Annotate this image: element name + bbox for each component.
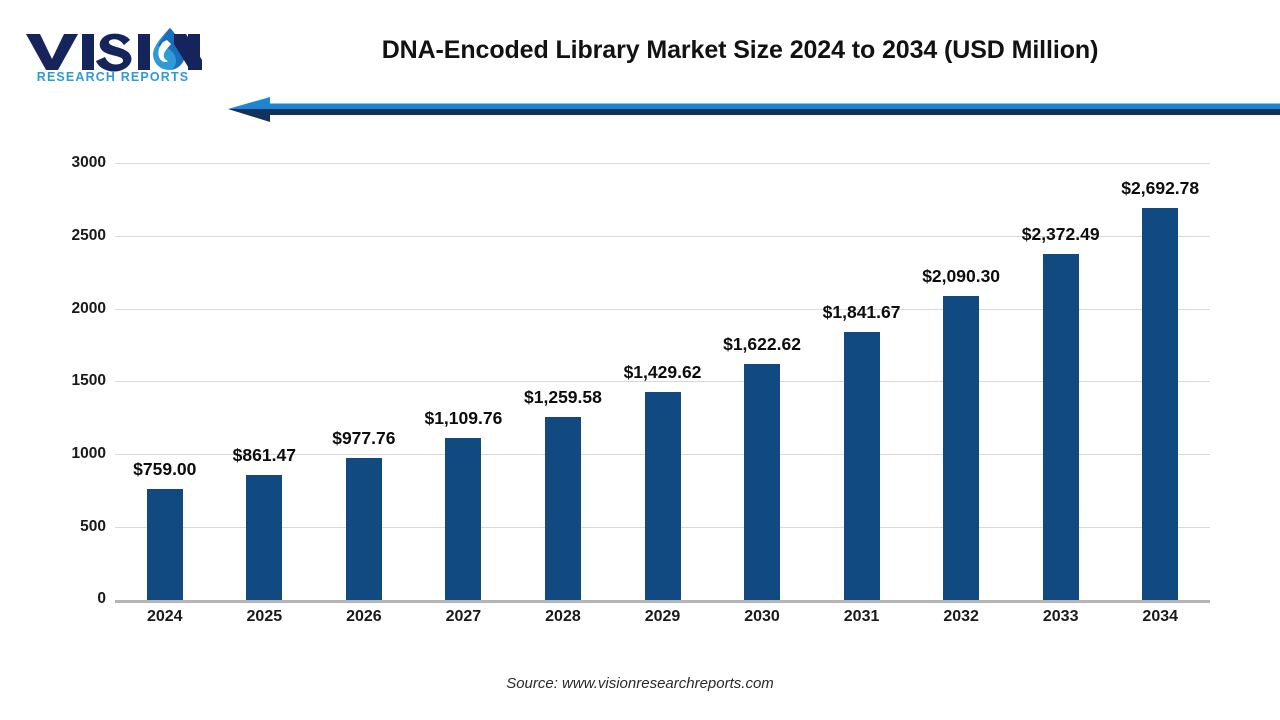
x-tick-label-2025: 2025 [246,608,283,625]
gridline [115,236,1210,237]
data-label-2033: $2,372.49 [1021,224,1100,245]
logo-wordmark-graphic [26,28,202,72]
data-label-2028: $1,259.58 [524,386,602,407]
x-tick-label-2027: 2027 [445,608,482,625]
y-tick-label: 0 [97,590,106,607]
gridline [115,163,1210,164]
bar-2025 [246,474,283,600]
bar-2029 [644,391,681,600]
x-axis-labels: 2024 2025 2026 2027 2028 2029 2030 2031 2032 2033… [115,608,1210,638]
left-arrow-icon [228,97,1280,122]
plot-area: $759.00 $861.47 $977.76 $1,109.76 $1,259.58 $… [115,163,1210,603]
data-label-2025: $861.47 [232,444,296,465]
bar-2030 [744,363,781,600]
vision-research-reports-logo: RESEARCH REPORTS [22,26,202,94]
x-tick-label-2028: 2028 [545,608,581,625]
bar-2024 [146,489,183,600]
x-tick-label-2024: 2024 [146,608,183,625]
data-label-2032: $2,090.30 [922,265,1001,286]
data-label-2029: $1,429.62 [623,361,702,382]
bar-chart: 3000 2500 2000 1500 1000 500 0 $759.00 $8… [0,140,1280,670]
x-tick-label-2026: 2026 [346,608,382,625]
bar-2027 [445,438,482,600]
page-header: RESEARCH REPORTS DNA-Encoded Library Mar… [0,0,1280,140]
gridline [115,309,1210,310]
x-tick-label-2033: 2033 [1042,608,1079,625]
data-label-2031: $1,841.67 [822,301,901,322]
y-axis-labels: 3000 2500 2000 1500 1000 500 0 [40,140,106,610]
bar-2026 [345,457,382,600]
x-tick-label-2032: 2032 [943,608,979,625]
page-title: DNA-Encoded Library Market Size 2024 to … [381,36,1099,64]
y-tick-label: 1500 [71,372,106,389]
x-axis-line [115,600,1210,603]
data-label-2026: $977.76 [332,427,396,448]
logo-tagline: RESEARCH REPORTS [36,70,190,84]
x-tick-label-2030: 2030 [744,608,780,625]
data-label-2034: $2,692.78 [1121,177,1200,198]
y-tick-label: 500 [80,518,106,535]
x-tick-label-2034: 2034 [1142,608,1179,625]
y-tick-label: 1000 [71,445,106,462]
y-tick-label: 2000 [71,300,106,317]
y-tick-label: 3000 [71,154,106,171]
data-label-2027: $1,109.76 [424,408,503,429]
source-caption: Source: www.visionresearchreports.com [506,675,774,692]
bar-2032 [943,295,980,600]
bar-2033 [1042,254,1079,600]
data-label-2024: $759.00 [133,459,197,480]
bar-2031 [843,331,880,600]
bar-2028 [544,416,581,600]
gridline [115,381,1210,382]
data-label-2030: $1,622.62 [723,333,801,354]
x-tick-label-2029: 2029 [644,608,681,625]
x-tick-label-2031: 2031 [843,608,880,625]
y-tick-label: 2500 [71,227,106,244]
bar-2034 [1142,207,1179,600]
